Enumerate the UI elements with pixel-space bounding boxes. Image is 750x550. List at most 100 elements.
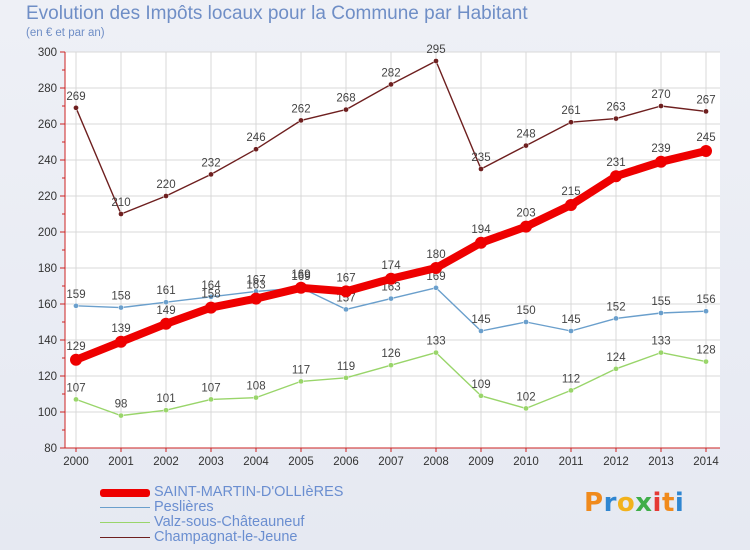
data-point [208, 396, 214, 403]
data-label: 112 [562, 373, 580, 385]
y-tick-label: 100 [38, 407, 57, 419]
data-label: 231 [606, 157, 625, 169]
data-point [475, 236, 487, 249]
data-point [298, 378, 304, 385]
data-label: 267 [696, 94, 715, 106]
data-label: 263 [606, 102, 625, 114]
data-point [565, 199, 577, 211]
data-label: 152 [606, 301, 625, 313]
x-tick-label: 2005 [288, 456, 314, 468]
data-label: 161 [156, 285, 175, 297]
data-label: 107 [66, 382, 85, 394]
data-label: 155 [651, 296, 670, 308]
data-point [613, 315, 619, 322]
data-point [433, 58, 439, 64]
data-label: 239 [651, 143, 670, 155]
data-label: 261 [561, 105, 580, 117]
x-tick-label: 2011 [559, 456, 584, 468]
data-label: 133 [426, 336, 445, 348]
data-label: 156 [696, 294, 715, 306]
y-tick-label: 220 [38, 191, 57, 203]
logo-letter: P [584, 488, 604, 518]
x-tick-label: 2003 [198, 456, 224, 468]
data-point [478, 392, 484, 399]
data-point [163, 193, 169, 199]
x-tick-label: 2004 [243, 456, 269, 468]
data-point [478, 166, 484, 172]
data-label: 117 [292, 364, 310, 376]
y-tick-label: 300 [38, 47, 57, 59]
plot-area [65, 52, 720, 448]
series-valz-sous-chateauneuf: 107 98 101 107 108 117 119 126 133 109 102 112 124 13… [66, 336, 716, 419]
legend-swatch [100, 536, 150, 539]
data-point [430, 262, 442, 274]
data-point [298, 117, 304, 124]
y-tick-label: 240 [38, 155, 57, 167]
legend-item-champagnat-le-jeune: Champagnat-le-Jeune [100, 530, 420, 545]
y-tick-label: 160 [38, 299, 57, 311]
data-label: 158 [111, 291, 130, 303]
data-label: 246 [246, 132, 265, 144]
x-tick-label: 2009 [468, 456, 494, 468]
data-label: 235 [471, 152, 490, 164]
x-tick-label: 2006 [333, 456, 359, 468]
data-label: 248 [516, 129, 535, 141]
legend: SAINT-MARTIN-D'OLLIèRES Peslières Valz-s… [100, 485, 420, 545]
data-point [658, 103, 664, 109]
legend-item-peslieres: Peslières [100, 500, 420, 515]
data-label: 149 [156, 305, 175, 317]
logo-letter: i [674, 488, 685, 518]
x-tick-label: 2007 [378, 456, 404, 468]
data-point [700, 145, 712, 157]
data-point [388, 295, 394, 302]
data-label: 163 [246, 280, 265, 292]
data-point [340, 285, 352, 298]
data-point [118, 412, 124, 419]
logo-letter: x [635, 488, 653, 518]
legend-swatch [100, 506, 150, 509]
data-point [703, 308, 709, 315]
x-tick-label: 2012 [603, 456, 629, 468]
data-label: 268 [336, 93, 355, 105]
data-point [115, 335, 127, 348]
data-point [523, 319, 529, 325]
y-tick-label: 120 [38, 371, 57, 383]
data-point [388, 81, 394, 88]
data-label: 269 [66, 91, 85, 103]
data-point [118, 211, 124, 217]
y-tick-label: 260 [38, 119, 57, 131]
data-point [610, 170, 622, 183]
data-point [250, 292, 262, 305]
chart-subtitle: (en € et par an) [26, 27, 105, 39]
legend-item-saint-martin: SAINT-MARTIN-D'OLLIèRES [100, 485, 420, 500]
data-label: 159 [66, 289, 85, 301]
data-label: 215 [561, 186, 580, 198]
y-tick-label: 80 [44, 443, 57, 455]
data-point [568, 387, 574, 394]
data-point [118, 304, 124, 311]
data-point [568, 119, 574, 126]
logo-letter: i [652, 488, 662, 518]
y-tick-label: 280 [38, 83, 57, 95]
x-tick-label: 2010 [513, 456, 539, 468]
data-label: 133 [651, 336, 670, 348]
data-label: 167 [336, 272, 355, 284]
x-tick-label: 2000 [63, 456, 89, 468]
data-point [73, 396, 79, 403]
data-point [568, 328, 574, 334]
data-label: 174 [381, 260, 401, 272]
legend-label: Champagnat-le-Jeune [154, 529, 298, 545]
data-point [613, 115, 619, 122]
proxiti-logo: Proxiti [584, 488, 684, 518]
data-point [160, 317, 172, 330]
data-label: 124 [606, 352, 626, 364]
x-tick-label: 2001 [108, 456, 134, 468]
data-point [70, 353, 82, 366]
data-label: 102 [516, 391, 535, 403]
legend-label: Valz-sous-Châteauneuf [154, 514, 305, 530]
data-point [613, 365, 619, 372]
data-label: 101 [156, 393, 175, 405]
data-point [703, 108, 709, 115]
data-point [73, 104, 79, 111]
